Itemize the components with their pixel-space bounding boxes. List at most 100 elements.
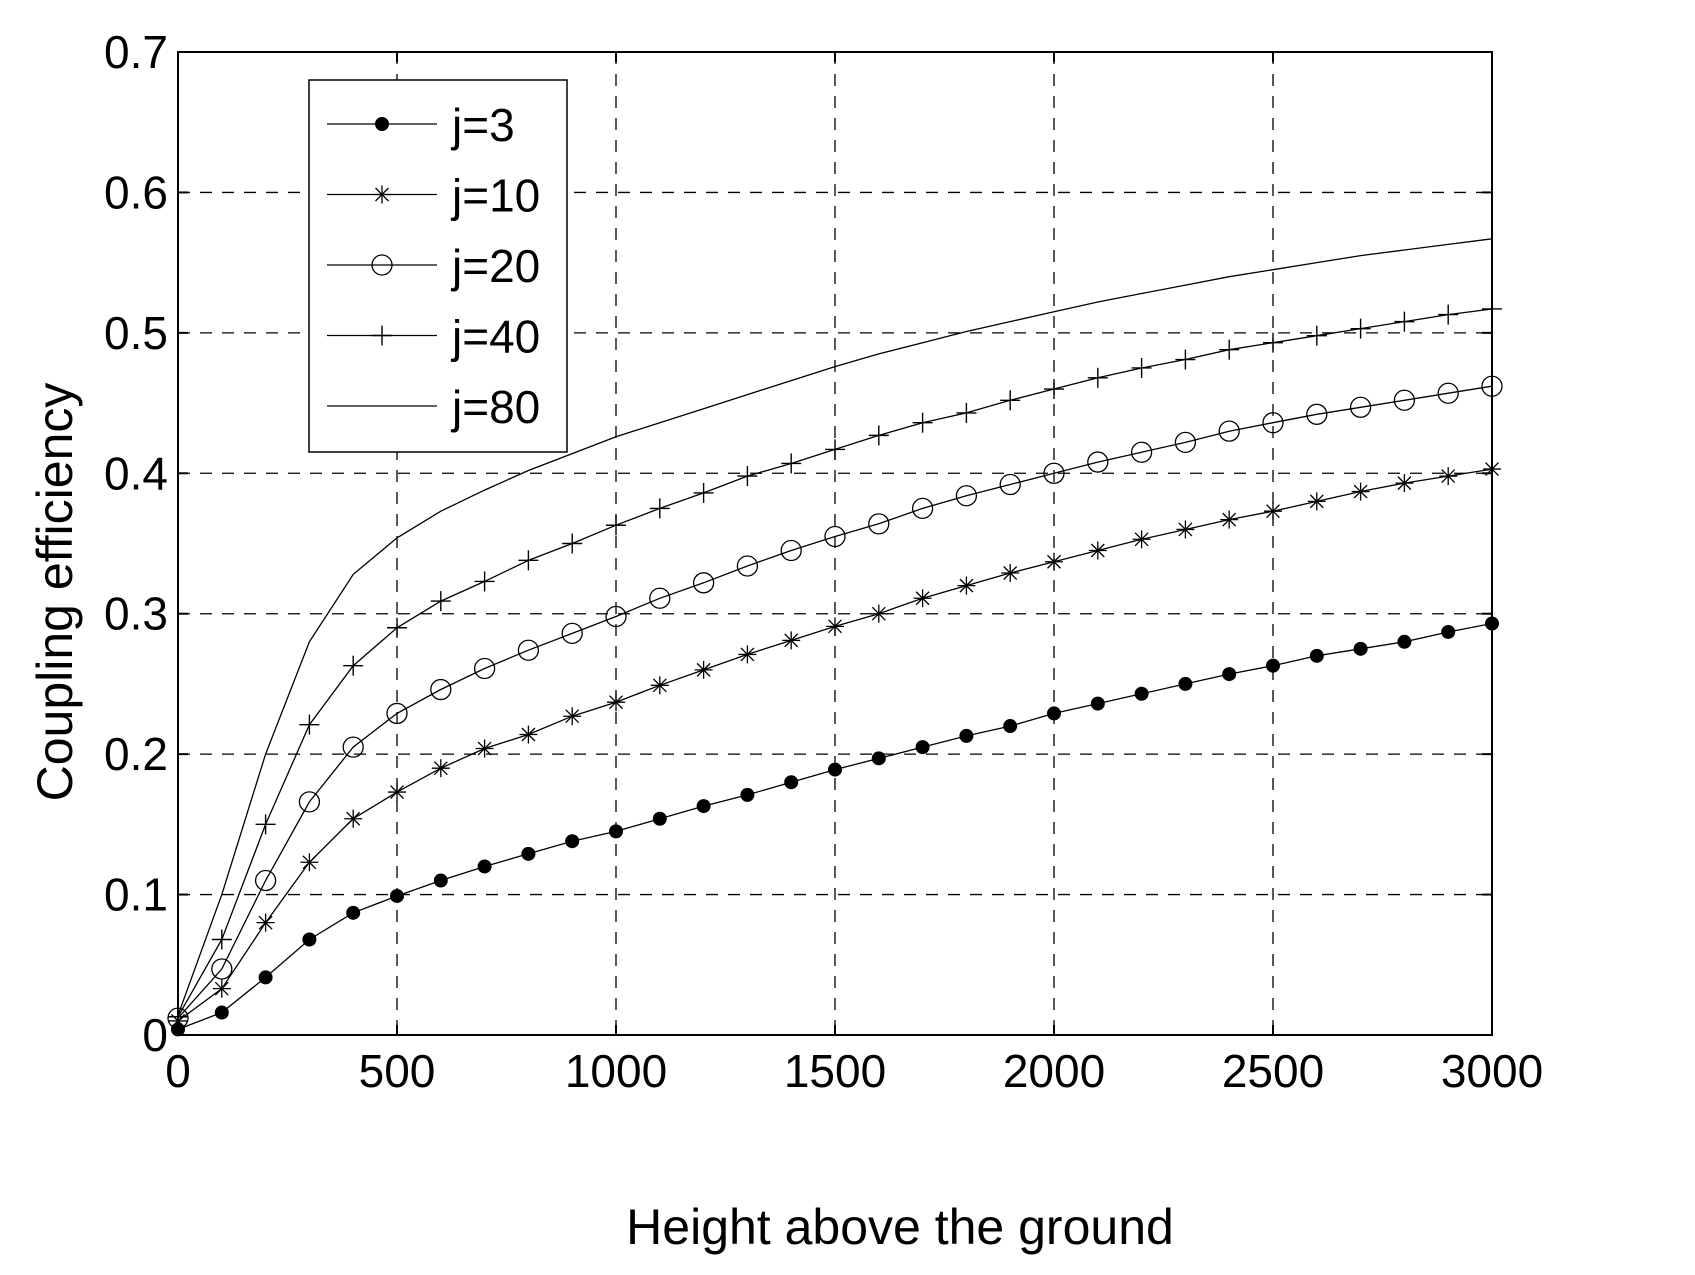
data-point [1309,648,1324,663]
data-point [1349,396,1372,418]
data-point [563,707,582,726]
legend-label: j=40 [450,311,540,363]
data-point [1088,541,1107,560]
data-point [565,834,580,849]
data-point [1394,311,1415,332]
data-point [1047,706,1061,721]
data-point [1174,431,1197,454]
data-point [915,740,930,755]
data-point [605,605,627,628]
data-point [1132,530,1151,549]
data-point [1134,686,1149,701]
series-j=80 [177,238,1493,1016]
data-point [1397,634,1412,649]
legend-item: j=80 [327,381,540,433]
y-tick-label: 0.2 [104,728,168,780]
x-tick-label: 1000 [565,1045,667,1097]
data-point [518,550,539,571]
data-point [519,725,538,744]
y-tick-label: 0.5 [104,307,168,359]
legend-label: j=80 [450,381,540,433]
data-point [1043,462,1065,484]
x-tick-label: 0 [165,1045,191,1097]
legend-label: j=10 [450,170,540,222]
data-point [1353,641,1368,656]
series-line [177,238,1493,1016]
data-point [912,412,933,433]
data-point [342,736,364,758]
data-point [473,657,496,680]
data-point [1131,357,1152,378]
data-point [211,929,232,950]
data-point [1263,332,1283,353]
data-point [1266,658,1280,673]
data-point [825,439,845,460]
data-point [1306,325,1327,346]
legend: j=3 j=10 j=20 j=40 j=80 [308,79,568,453]
data-point [1178,676,1193,691]
series-lines [167,238,1503,1037]
data-point [211,958,233,980]
data-point [1090,696,1105,711]
legend-label: j=20 [450,240,540,292]
x-axis-tick-labels: 0 500 1000 1500 2000 2500 3000 [165,1045,1543,1097]
data-point [1222,667,1237,682]
data-point [1087,367,1108,388]
series-line [177,385,1493,1019]
y-tick-label: 0.7 [104,26,168,78]
data-point [1264,502,1282,521]
data-point [737,466,758,487]
data-point [956,402,977,423]
legend-item: j=20 [327,240,540,292]
data-point [696,799,711,814]
data-point [298,791,321,813]
data-point [913,589,932,608]
legend-item: j=3 [327,99,515,151]
data-point [343,655,364,676]
data-point [1437,382,1459,404]
series-j=40 [168,298,1502,1027]
data-point [1003,719,1018,734]
data-point [255,814,276,835]
y-tick-label: 0.4 [104,447,168,499]
data-point [955,485,978,507]
data-point [477,859,492,874]
data-point [375,117,389,131]
data-point [1307,492,1326,511]
data-point [386,702,408,725]
x-tick-label: 3000 [1441,1045,1543,1097]
series-j=10 [169,460,1501,1030]
data-point [781,453,802,474]
data-point [371,254,393,276]
data-point [1220,510,1239,529]
legend-item: j=10 [327,170,540,222]
data-point [957,576,976,595]
data-point [782,631,801,650]
data-point [649,498,670,519]
data-point [999,473,1021,496]
y-axis-label: Coupling efficiency [27,383,83,802]
data-point [1000,390,1021,411]
data-point [868,513,890,535]
data-point [521,846,536,861]
data-point [694,660,713,679]
data-point [1045,552,1063,571]
x-tick-label: 2500 [1222,1045,1324,1097]
data-point [1351,482,1370,501]
legend-item: j=40 [327,311,540,363]
y-tick-label: 0.3 [104,588,168,640]
data-point [1087,451,1109,473]
data-point [475,739,494,758]
data-point [1395,474,1414,493]
data-point [1262,412,1284,434]
data-point [869,604,888,623]
data-point [652,811,667,826]
data-point [1044,379,1064,400]
data-point [740,787,755,802]
data-point [692,572,715,594]
data-point [1350,318,1371,339]
data-point [299,714,320,735]
